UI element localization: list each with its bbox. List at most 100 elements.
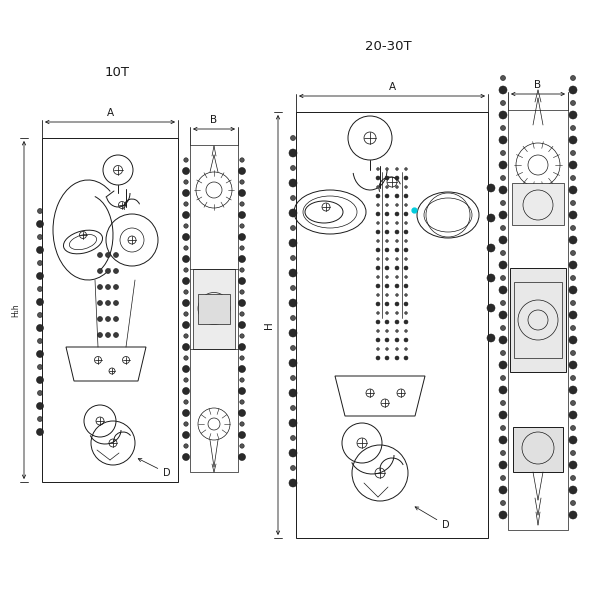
Circle shape xyxy=(184,356,188,360)
Circle shape xyxy=(499,311,507,319)
Bar xyxy=(513,427,563,472)
Text: A: A xyxy=(106,108,113,118)
Circle shape xyxy=(376,194,380,198)
Circle shape xyxy=(377,239,379,242)
Circle shape xyxy=(499,161,507,169)
Circle shape xyxy=(289,149,297,157)
Circle shape xyxy=(239,365,245,373)
Circle shape xyxy=(184,444,188,448)
Circle shape xyxy=(404,284,408,288)
Circle shape xyxy=(571,175,575,181)
Circle shape xyxy=(289,449,297,457)
Text: A: A xyxy=(388,82,395,92)
Circle shape xyxy=(487,244,495,252)
Circle shape xyxy=(106,301,110,305)
Circle shape xyxy=(377,185,379,188)
Circle shape xyxy=(240,334,244,338)
Circle shape xyxy=(569,161,577,169)
Circle shape xyxy=(571,275,575,280)
Circle shape xyxy=(404,266,408,270)
Circle shape xyxy=(113,317,119,322)
Circle shape xyxy=(404,338,408,342)
Circle shape xyxy=(106,332,110,337)
Circle shape xyxy=(386,257,388,260)
Circle shape xyxy=(571,401,575,406)
Circle shape xyxy=(571,251,575,256)
Circle shape xyxy=(182,167,190,175)
Circle shape xyxy=(239,454,245,461)
Circle shape xyxy=(184,422,188,426)
Bar xyxy=(190,145,238,472)
Text: 20-30T: 20-30T xyxy=(365,40,412,53)
Circle shape xyxy=(500,125,505,130)
Circle shape xyxy=(37,364,43,370)
Circle shape xyxy=(184,290,188,294)
Circle shape xyxy=(184,224,188,228)
Circle shape xyxy=(487,184,495,192)
Circle shape xyxy=(487,304,495,312)
Circle shape xyxy=(376,176,380,180)
Circle shape xyxy=(106,269,110,274)
Circle shape xyxy=(184,246,188,250)
Circle shape xyxy=(97,253,103,257)
Circle shape xyxy=(569,361,577,369)
Circle shape xyxy=(500,376,505,380)
Circle shape xyxy=(386,347,388,350)
Circle shape xyxy=(97,317,103,322)
Circle shape xyxy=(569,136,577,144)
Circle shape xyxy=(500,200,505,205)
Circle shape xyxy=(386,221,388,224)
Circle shape xyxy=(113,269,119,274)
Circle shape xyxy=(290,256,296,260)
Circle shape xyxy=(37,403,44,409)
Circle shape xyxy=(376,266,380,270)
Circle shape xyxy=(239,233,245,241)
Bar xyxy=(510,268,566,372)
Circle shape xyxy=(239,256,245,263)
Circle shape xyxy=(385,212,389,216)
Bar xyxy=(508,110,568,530)
Circle shape xyxy=(289,179,297,187)
Circle shape xyxy=(499,286,507,294)
Circle shape xyxy=(240,158,244,162)
Circle shape xyxy=(376,302,380,306)
Circle shape xyxy=(569,236,577,244)
Circle shape xyxy=(290,286,296,290)
Circle shape xyxy=(386,203,388,206)
Circle shape xyxy=(569,186,577,194)
Circle shape xyxy=(404,176,408,180)
Circle shape xyxy=(386,293,388,296)
Circle shape xyxy=(395,176,399,180)
Circle shape xyxy=(404,293,407,296)
Circle shape xyxy=(395,230,399,234)
Bar xyxy=(198,293,230,323)
Circle shape xyxy=(385,356,389,360)
Circle shape xyxy=(571,376,575,380)
Circle shape xyxy=(37,350,44,358)
Circle shape xyxy=(499,361,507,369)
Circle shape xyxy=(395,248,399,252)
Circle shape xyxy=(289,209,297,217)
Circle shape xyxy=(289,299,297,307)
Circle shape xyxy=(404,320,408,324)
Circle shape xyxy=(500,251,505,256)
Circle shape xyxy=(571,475,575,481)
Circle shape xyxy=(97,284,103,289)
Circle shape xyxy=(395,239,398,242)
Circle shape xyxy=(240,378,244,382)
Circle shape xyxy=(569,261,577,269)
Circle shape xyxy=(182,365,190,373)
Circle shape xyxy=(240,268,244,272)
Circle shape xyxy=(37,416,43,421)
Circle shape xyxy=(385,284,389,288)
Circle shape xyxy=(404,167,407,170)
Circle shape xyxy=(37,313,43,317)
Circle shape xyxy=(113,301,119,305)
Circle shape xyxy=(240,400,244,404)
Circle shape xyxy=(113,332,119,337)
Circle shape xyxy=(571,301,575,305)
Circle shape xyxy=(239,211,245,218)
Circle shape xyxy=(239,343,245,350)
Circle shape xyxy=(385,338,389,342)
Circle shape xyxy=(377,329,379,332)
